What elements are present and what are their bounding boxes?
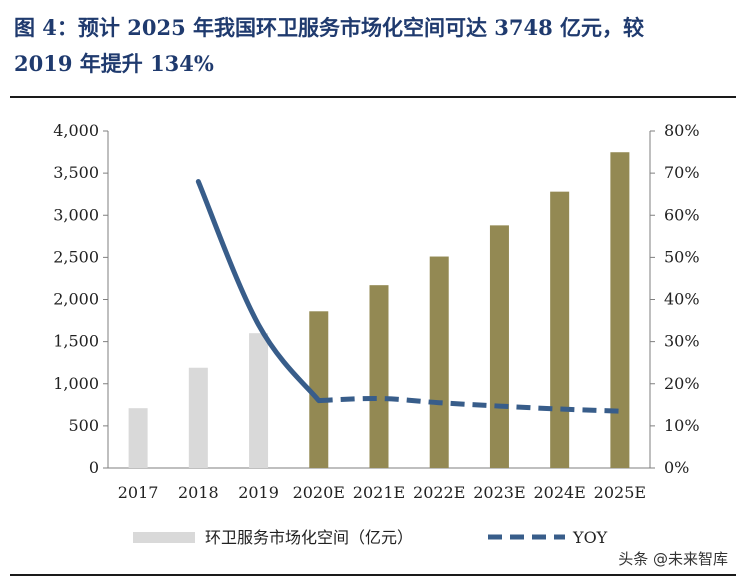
y-right-tick-label: 10% [664,416,700,435]
y-right-tick-label: 80% [664,121,700,140]
bar-2019 [249,333,269,468]
bar-2023E [489,225,509,468]
y-left-tick-label: 2,000 [53,290,99,309]
x-tick-label: 2017 [118,483,159,502]
y-left-tick-label: 4,000 [53,121,99,140]
x-tick-label: 2024E [533,483,585,502]
legend-label-bars: 环卫服务市场化空间（亿元） [205,528,413,547]
y-left-tick-label: 1,500 [53,332,99,351]
bar-2018 [188,367,208,468]
y-right-tick-label: 30% [664,332,700,351]
x-tick-label: 2019 [238,483,279,502]
bar-2021E [369,285,389,468]
bar-2025E [610,152,630,468]
title-line-1: 图 4：预计 2025 年我国环卫服务市场化空间可达 3748 亿元，较 [14,15,645,40]
bar-2022E [429,256,449,468]
y-right-tick-label: 50% [664,247,700,266]
y-left-tick-label: 0 [89,458,99,477]
yoy-line-solid [195,179,322,404]
x-tick-label: 2021E [353,483,405,502]
x-tick-label: 2020E [293,483,345,502]
y-left-tick-label: 500 [68,416,99,435]
y-right-tick-label: 70% [664,163,700,182]
bar-2017 [128,408,148,468]
bar-2020E [309,311,329,468]
y-left-tick-label: 1,000 [53,374,99,393]
legend-swatch-bars [133,532,195,543]
yoy-line-dashed [318,395,620,414]
x-tick-label: 2025E [594,483,646,502]
legend-label-yoy: YOY [572,528,608,547]
y-right-tick-label: 60% [664,205,700,224]
y-right-tick-label: 0% [664,458,689,477]
bottom-divider [10,574,736,576]
x-tick-label: 2022E [413,483,465,502]
y-left-tick-label: 2,500 [53,247,99,266]
title-line-2: 2019 年提升 134% [14,51,214,76]
title-divider [10,96,736,98]
chart-title: 图 4：预计 2025 年我国环卫服务市场化空间可达 3748 亿元，较 201… [14,10,734,82]
y-left-tick-label: 3,000 [53,205,99,224]
watermark: 头条 @未来智库 [614,548,732,569]
y-right-tick-label: 40% [664,290,700,309]
x-tick-label: 2018 [178,483,219,502]
y-right-tick-label: 20% [664,374,700,393]
x-tick-label: 2023E [473,483,525,502]
bar-2024E [550,191,570,468]
y-left-tick-label: 3,500 [53,163,99,182]
